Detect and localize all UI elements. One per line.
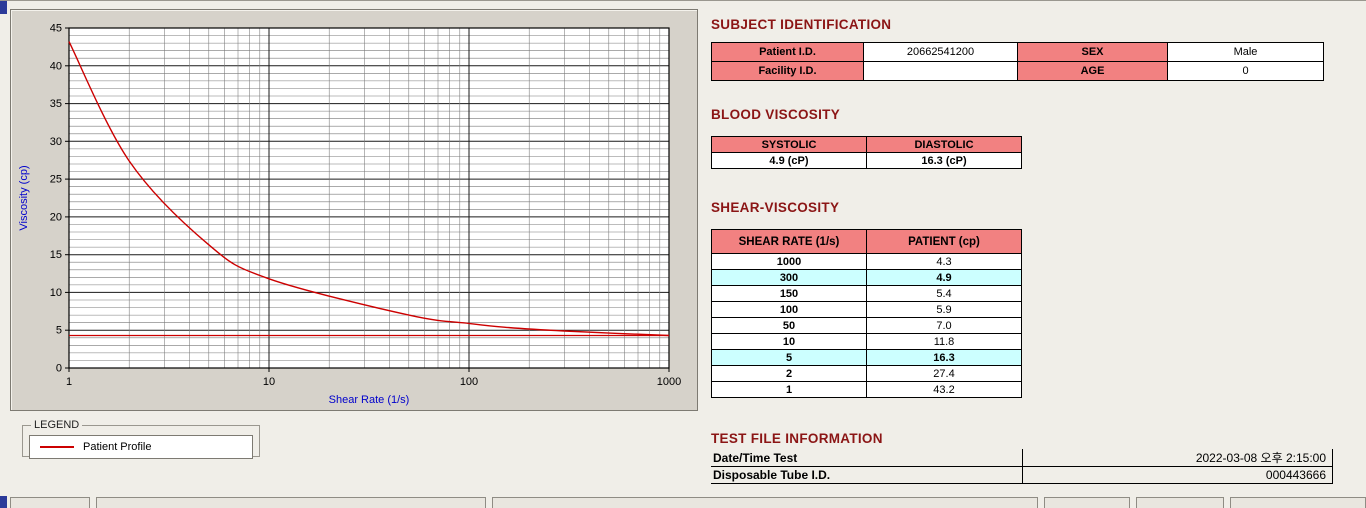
- field-label-sex: SEX: [1017, 42, 1168, 62]
- field-label-age: AGE: [1017, 61, 1168, 81]
- y-tick-label: 35: [50, 98, 62, 110]
- y-tick-label: 30: [50, 136, 62, 148]
- background-window-fragment[interactable]: [492, 497, 1038, 508]
- background-window-fragment[interactable]: [1136, 497, 1224, 508]
- window-edge-fragment-bottom: [0, 496, 7, 508]
- shear-viscosity-row: 5 16.3: [711, 349, 1022, 366]
- shear-viscosity-row: 150 5.4: [711, 285, 1022, 302]
- shear-viscosity-table: SHEAR RATE (1/s) PATIENT (cp) 1000 4.3 300…: [711, 229, 1022, 398]
- shear-rate-cell: 1: [711, 381, 867, 398]
- y-axis-title: Viscosity (cp): [18, 165, 30, 230]
- systolic-value: 4.9 (cP): [711, 152, 867, 169]
- section-heading-subject-identification: SUBJECT IDENTIFICATION: [711, 17, 892, 32]
- field-value-sex: Male: [1167, 42, 1324, 62]
- patient-viscosity-cell: 7.0: [866, 317, 1022, 334]
- patient-viscosity-cell: 11.8: [866, 333, 1022, 350]
- table-row: Date/Time Test 2022-03-08 오후 2:15:00: [711, 449, 1333, 467]
- viscosity-chart-panel: 0 5 10 15 20 25 30 35 40 45 1 10 100 1000 Viscosity (c…: [10, 9, 698, 411]
- shear-viscosity-row: 100 5.9: [711, 301, 1022, 318]
- legend-box: LEGEND Patient Profile: [22, 419, 260, 459]
- field-label-disposable-tube-id: Disposable Tube I.D.: [711, 466, 1022, 484]
- shear-viscosity-row: 1000 4.3: [711, 253, 1022, 270]
- section-heading-shear-viscosity: SHEAR-VISCOSITY: [711, 200, 840, 215]
- patient-viscosity-cell: 5.4: [866, 285, 1022, 302]
- patient-profile-series-line: [68, 41, 670, 337]
- field-label-date-time-test: Date/Time Test: [711, 449, 1022, 467]
- shear-viscosity-row: 10 11.8: [711, 333, 1022, 350]
- patient-viscosity-cell: 4.3: [866, 253, 1022, 270]
- shear-viscosity-row: 2 27.4: [711, 365, 1022, 382]
- field-value-date-time-test: 2022-03-08 오후 2:15:00: [1021, 449, 1333, 467]
- y-tick-label: 45: [50, 23, 62, 35]
- table-header-row: SHEAR RATE (1/s) PATIENT (cp): [711, 229, 1022, 254]
- field-value-disposable-tube-id: 000443666: [1021, 466, 1333, 484]
- y-tick-label: 15: [50, 249, 62, 261]
- subject-identification-table: Patient I.D. 20662541200 SEX Male Facili…: [711, 42, 1324, 81]
- field-value-patient-id: 20662541200: [863, 42, 1018, 62]
- shear-viscosity-row: 1 43.2: [711, 381, 1022, 398]
- field-label-patient-id: Patient I.D.: [711, 42, 864, 62]
- table-row: Disposable Tube I.D. 000443666: [711, 466, 1333, 484]
- shear-viscosity-row: 300 4.9: [711, 269, 1022, 286]
- section-heading-test-file-information: TEST FILE INFORMATION: [711, 431, 883, 446]
- background-window-fragment[interactable]: [1230, 497, 1366, 508]
- background-window-fragment[interactable]: [96, 497, 486, 508]
- section-heading-blood-viscosity: BLOOD VISCOSITY: [711, 107, 841, 122]
- shear-rate-cell: 10: [711, 333, 867, 350]
- y-tick-label: 5: [56, 325, 62, 337]
- table-row: SYSTOLIC DIASTOLIC: [711, 136, 1022, 153]
- table-row: Facility I.D. AGE 0: [711, 61, 1324, 81]
- patient-viscosity-cell: 16.3: [866, 349, 1022, 366]
- field-label-facility-id: Facility I.D.: [711, 61, 864, 81]
- patient-viscosity-cell: 27.4: [866, 365, 1022, 382]
- blood-viscosity-table: SYSTOLIC DIASTOLIC 4.9 (cP) 16.3 (cP): [711, 136, 1022, 169]
- plot-area: [69, 28, 669, 368]
- shear-rate-cell: 5: [711, 349, 867, 366]
- patient-viscosity-cell: 43.2: [866, 381, 1022, 398]
- patient-viscosity-cell: 4.9: [866, 269, 1022, 286]
- y-tick-label: 25: [50, 174, 62, 186]
- window-edge-fragment-top: [0, 1, 7, 14]
- legend-entry: Patient Profile: [29, 435, 253, 459]
- series-line-swatch: [40, 446, 74, 448]
- field-value-age: 0: [1167, 61, 1324, 81]
- column-header-systolic: SYSTOLIC: [711, 136, 867, 153]
- shear-rate-cell: 150: [711, 285, 867, 302]
- shear-rate-cell: 2: [711, 365, 867, 382]
- diastolic-value: 16.3 (cP): [866, 152, 1022, 169]
- x-axis-title: Shear Rate (1/s): [329, 394, 410, 406]
- y-tick-label: 10: [50, 287, 62, 299]
- patient-viscosity-cell: 5.9: [866, 301, 1022, 318]
- y-tick-label: 20: [50, 211, 62, 223]
- shear-rate-cell: 50: [711, 317, 867, 334]
- shear-viscosity-row: 50 7.0: [711, 317, 1022, 334]
- viscosity-chart: 0 5 10 15 20 25 30 35 40 45 1 10 100 1000 Viscosity (c…: [11, 10, 697, 415]
- shear-rate-cell: 1000: [711, 253, 867, 270]
- column-header-shear-rate: SHEAR RATE (1/s): [711, 229, 867, 254]
- column-header-diastolic: DIASTOLIC: [866, 136, 1022, 153]
- table-row: 4.9 (cP) 16.3 (cP): [711, 152, 1022, 169]
- x-tick-label: 1000: [657, 376, 681, 388]
- x-tick-label: 10: [263, 376, 275, 388]
- y-tick-label: 0: [56, 363, 62, 375]
- shear-rate-cell: 100: [711, 301, 867, 318]
- field-value-facility-id: [863, 61, 1018, 81]
- legend-title: LEGEND: [34, 419, 80, 431]
- background-window-fragment[interactable]: [10, 497, 90, 508]
- column-header-patient: PATIENT (cp): [866, 229, 1022, 254]
- test-file-information-table: Date/Time Test 2022-03-08 오후 2:15:00 Dis…: [711, 449, 1333, 484]
- x-tick-label: 100: [460, 376, 478, 388]
- legend-series-label: Patient Profile: [83, 441, 152, 453]
- background-window-fragment[interactable]: [1044, 497, 1130, 508]
- table-row: Patient I.D. 20662541200 SEX Male: [711, 42, 1324, 62]
- y-tick-label: 40: [50, 60, 62, 72]
- x-tick-label: 1: [66, 376, 72, 388]
- shear-rate-cell: 300: [711, 269, 867, 286]
